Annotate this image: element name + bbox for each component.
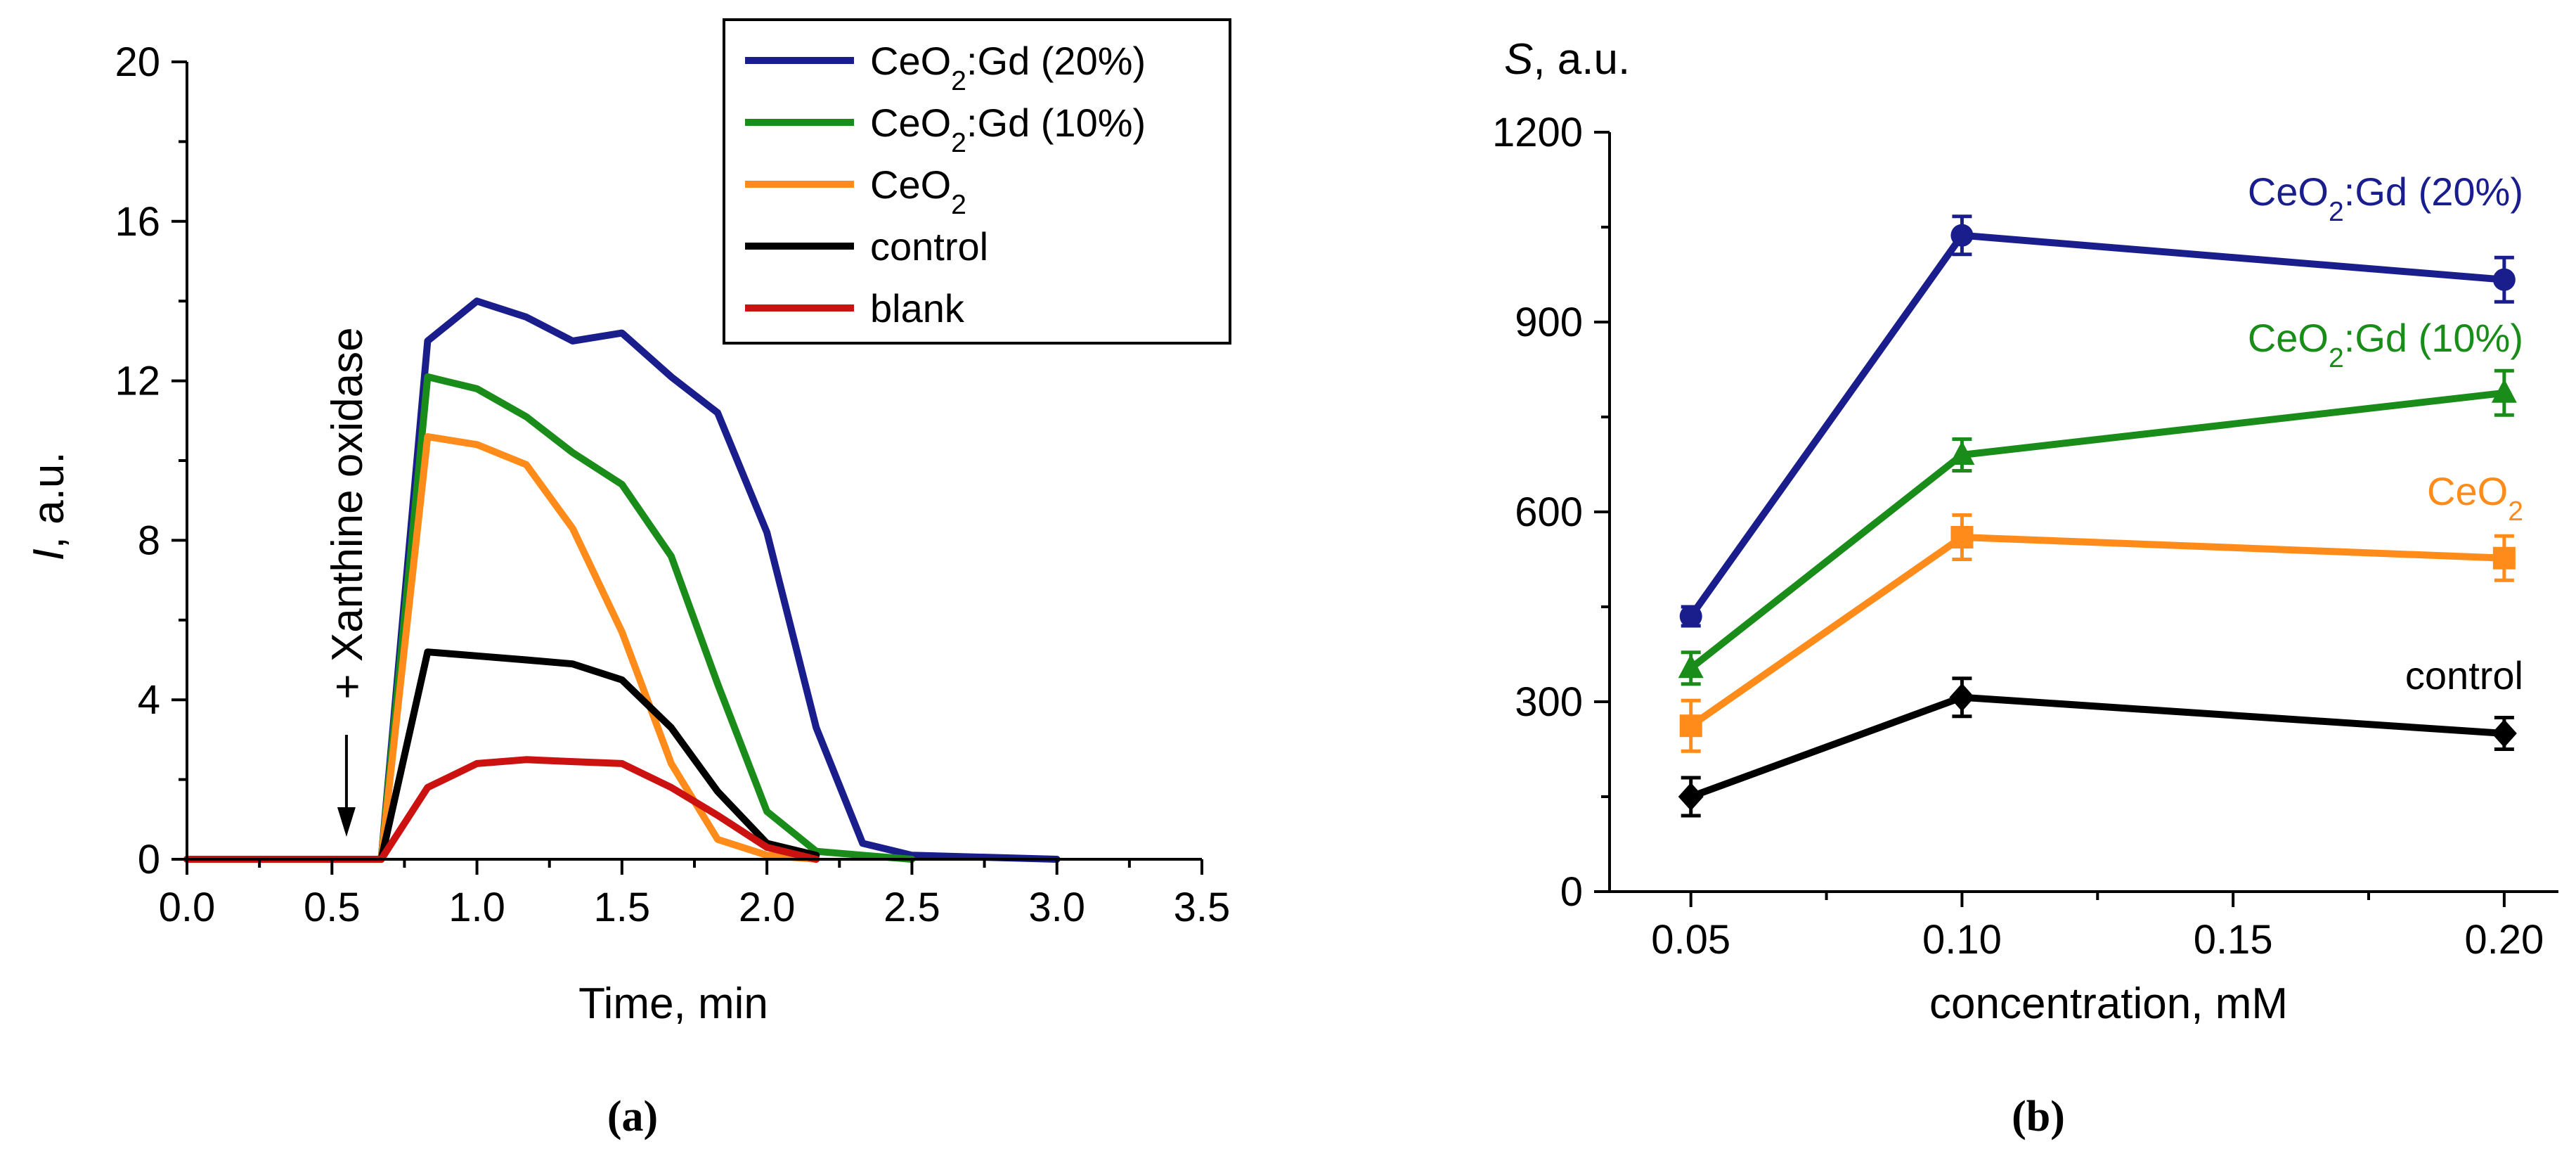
data-point-ceo2-gd-10 [2491, 378, 2517, 403]
data-point-ceo2-gd-20 [1950, 224, 1974, 247]
series-line-blank [183, 756, 820, 863]
data-point-ceo2-gd-10 [1949, 441, 1975, 465]
panel-a-x-axis-label: Time, min [578, 980, 768, 1028]
annotation-arrowhead [337, 807, 356, 837]
x-tick-label: 0.05 [1651, 917, 1730, 963]
x-tick-label: 2.0 [739, 885, 796, 930]
panel-b-axes: 0.05 0.10 0.15 0.20 0 300 600 900 1200 [1492, 110, 2558, 963]
series-line-ceo2 [1687, 534, 2508, 730]
panel-a-series [183, 297, 1061, 863]
x-tick-label: 0.10 [1922, 917, 2002, 963]
data-point-control [1949, 683, 1975, 712]
y-tick-label: 0 [1560, 869, 1583, 915]
y-tick-label: 20 [115, 39, 160, 85]
panel-a-y-axis-label: I, a.u. [25, 451, 73, 560]
series-label-ceo2: CeO2 [2427, 469, 2523, 527]
x-tick-label: 0.20 [2464, 917, 2544, 963]
y-tick-label: 0 [138, 837, 160, 882]
y-tick-label: 300 [1515, 679, 1583, 725]
panel-a-annotation: + Xanthine oxidase [323, 327, 372, 699]
data-point-ceo2 [1679, 714, 1702, 738]
y-tick-label: 900 [1515, 300, 1583, 345]
y-tick-label: 1200 [1492, 110, 1583, 155]
series-label-control: control [2405, 653, 2523, 698]
x-tick-label: 0.5 [304, 885, 361, 930]
x-tick-label: 3.0 [1028, 885, 1085, 930]
data-point-ceo2-gd-10 [1678, 654, 1704, 679]
legend-label-control: control [870, 224, 988, 269]
panel-a: 0.0 0.5 1.0 1.5 2.0 2.5 3.0 3.5 0 4 8 12 16 20 I, a.u… [25, 18, 1231, 1141]
series-line-ceo2-gd-20 [1687, 231, 2508, 620]
panel-a-axes: 0.0 0.5 1.0 1.5 2.0 2.5 3.0 3.5 0 4 8 12 16 20 [115, 39, 1230, 930]
panel-b: 0.05 0.10 0.15 0.20 0 300 600 900 1200 S, a.u. c… [1492, 35, 2558, 1141]
series-line-ceo2 [183, 433, 820, 863]
panel-b-x-axis-label: concentration, mM [1929, 980, 2288, 1028]
x-tick-label: 3.5 [1174, 885, 1231, 930]
legend-label-blank: blank [870, 286, 965, 330]
y-tick-label: 16 [115, 199, 160, 245]
x-tick-label: 0.0 [159, 885, 216, 930]
panel-b-label: (b) [2012, 1093, 2065, 1141]
series-label-ceo2-gd-10: CeO2:Gd (10%) [2248, 316, 2523, 373]
data-point-ceo2-gd-20 [2492, 268, 2516, 291]
series-line-control [1687, 693, 2508, 800]
legend-label-ceo2: CeO2 [870, 162, 966, 220]
data-point-ceo2 [1950, 526, 1974, 548]
panel-b-series-labels: CeO2:Gd (20%) CeO2:Gd (10%) CeO2 control [2248, 169, 2523, 698]
series-line-ceo2-gd-10 [1687, 389, 2508, 672]
y-tick-label: 12 [115, 359, 160, 404]
series-line-ceo2-gd-20 [183, 297, 1061, 863]
x-tick-label: 1.0 [448, 885, 505, 930]
legend-label-ceo2-gd-10: CeO2:Gd (10%) [870, 101, 1146, 158]
panel-a-label: (a) [607, 1093, 658, 1141]
data-point-ceo2 [2492, 546, 2516, 570]
x-tick-label: 0.15 [2194, 917, 2273, 963]
legend-label-ceo2-gd-20: CeO2:Gd (20%) [870, 39, 1146, 96]
series-line-control [183, 648, 820, 863]
panel-b-y-axis-label: S, a.u. [1504, 35, 1630, 84]
x-tick-label: 1.5 [594, 885, 651, 930]
data-point-ceo2-gd-20 [1679, 605, 1702, 628]
data-point-control [1678, 783, 1704, 811]
y-tick-label: 4 [138, 677, 160, 723]
series-line-ceo2-gd-10 [183, 373, 916, 863]
data-point-control [2491, 719, 2517, 747]
y-tick-label: 600 [1515, 489, 1583, 535]
y-tick-label: 8 [138, 518, 160, 563]
x-tick-label: 2.5 [884, 885, 940, 930]
series-label-ceo2-gd-20: CeO2:Gd (20%) [2248, 169, 2523, 227]
panel-b-series [1678, 214, 2517, 818]
